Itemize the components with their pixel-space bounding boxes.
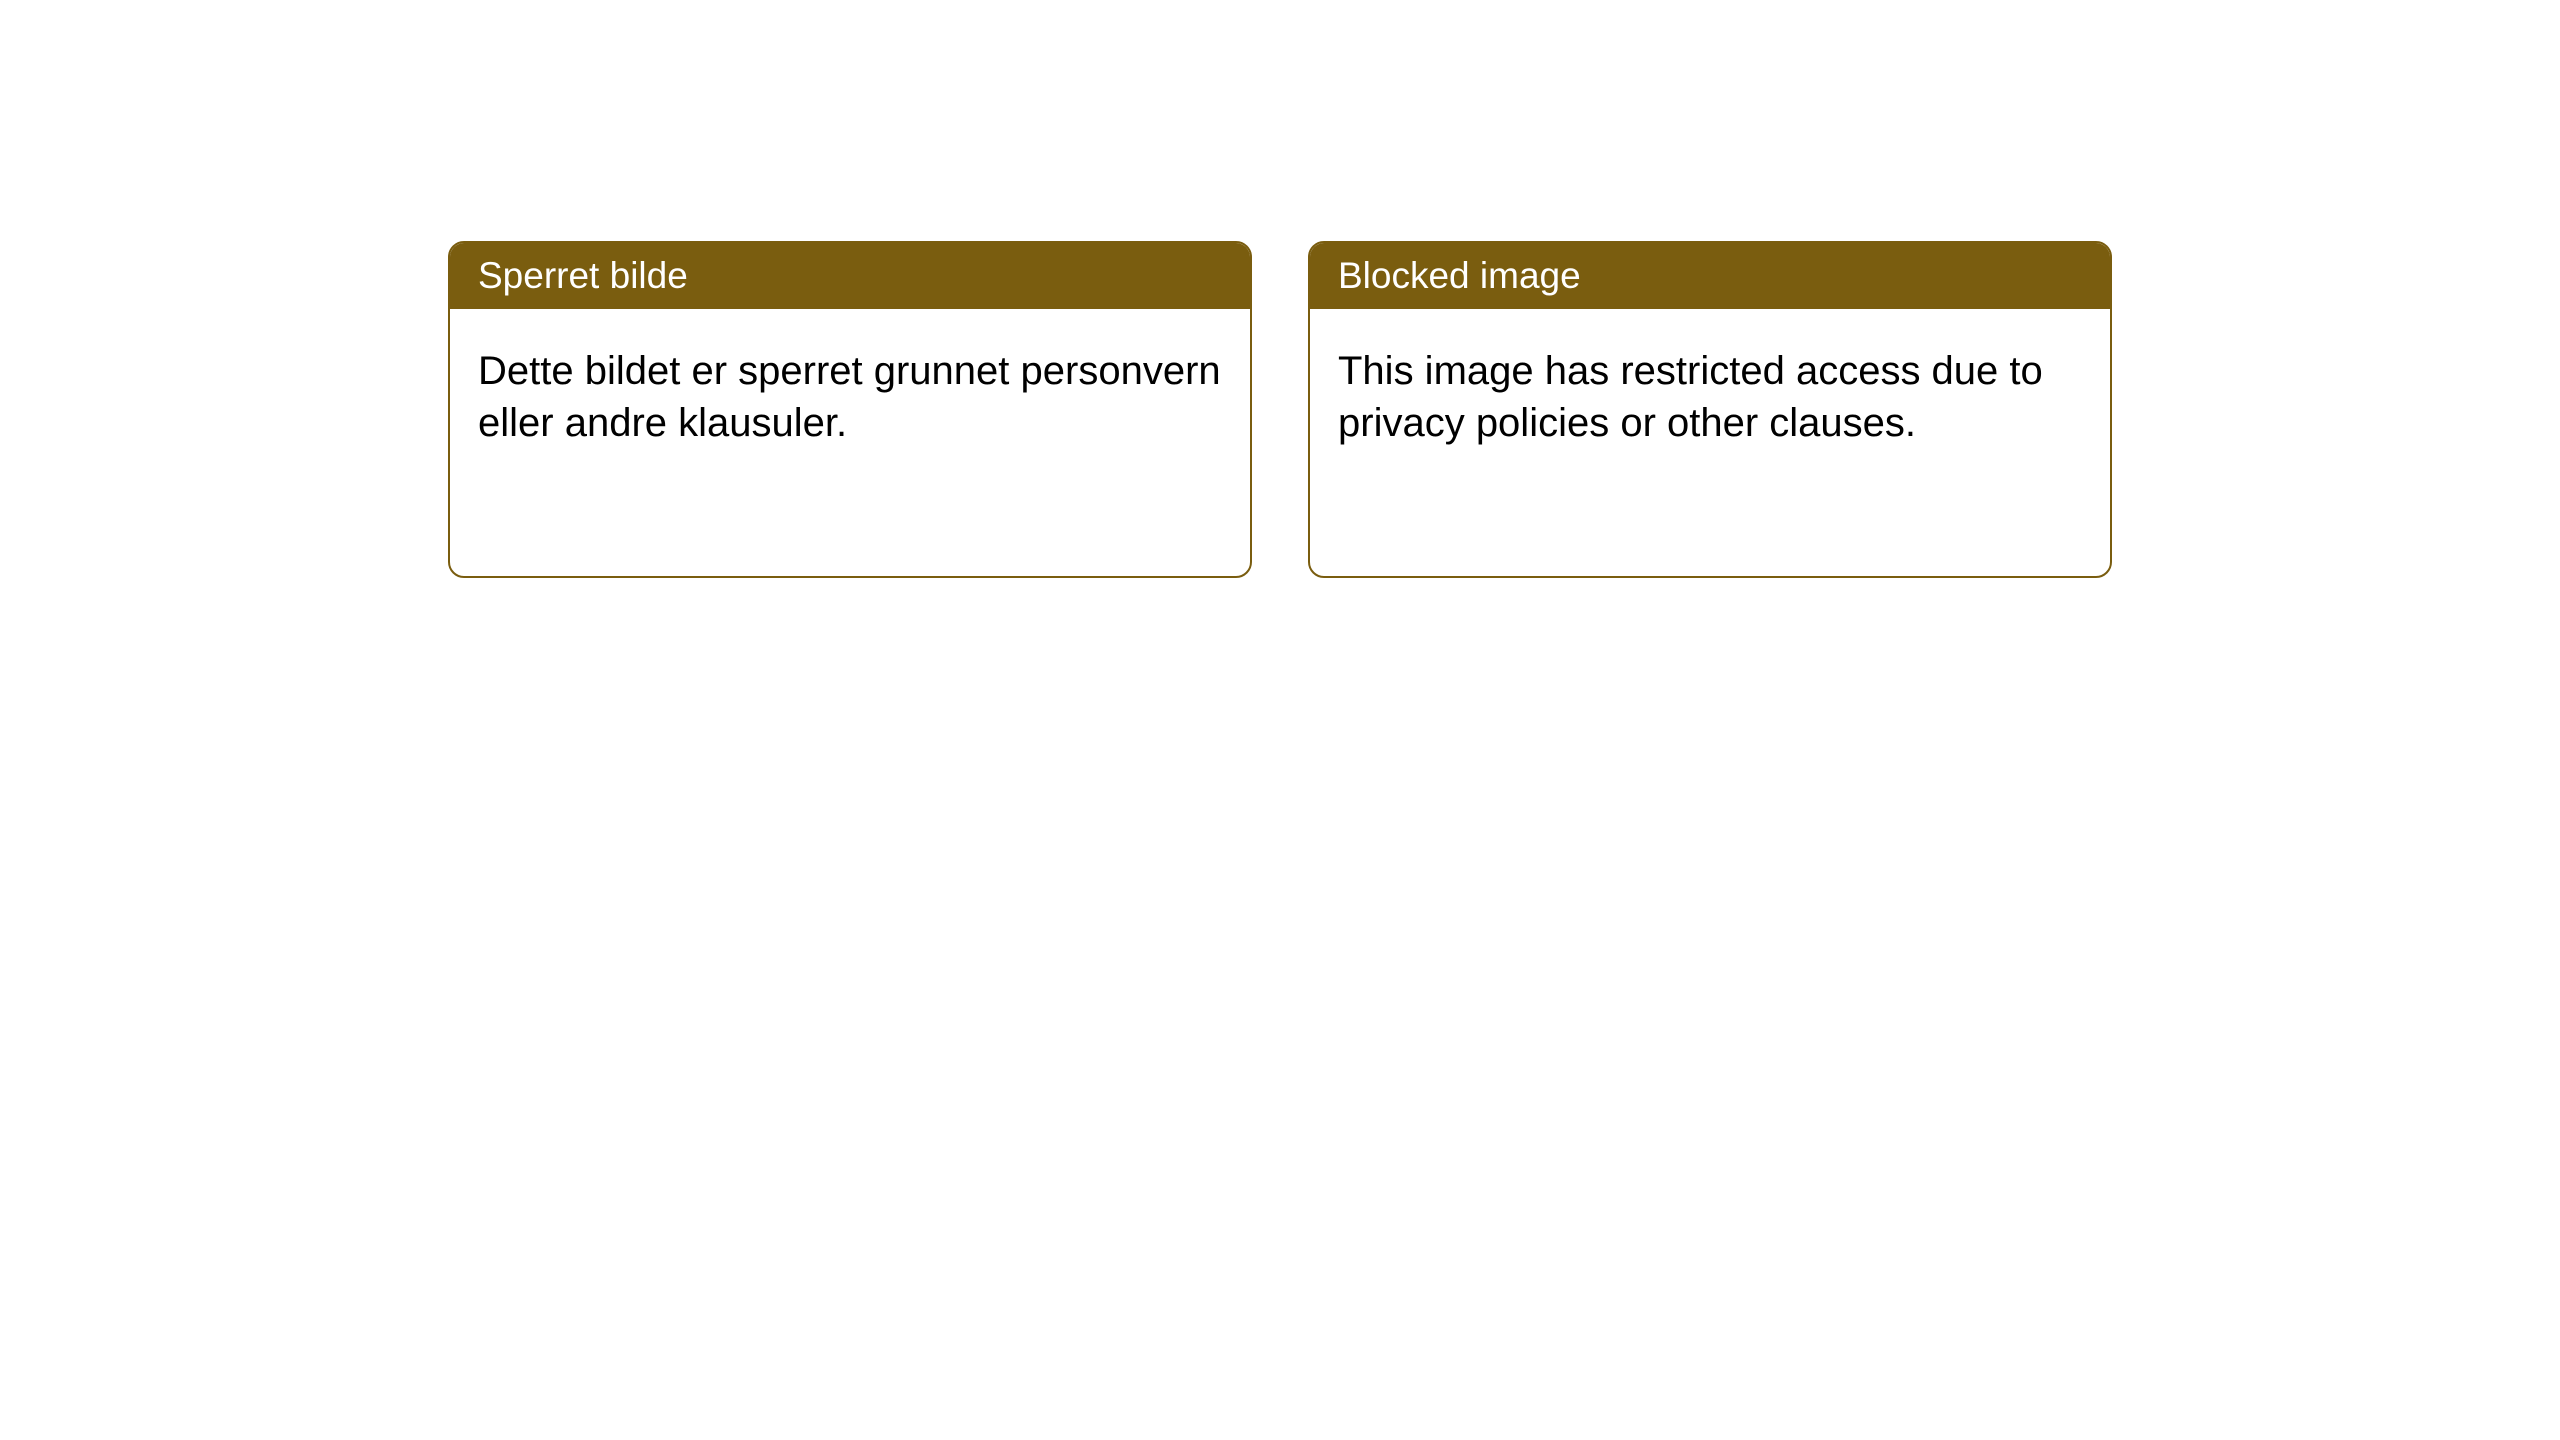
notice-box-norwegian: Sperret bilde Dette bildet er sperret gr… xyxy=(448,241,1252,578)
notice-container: Sperret bilde Dette bildet er sperret gr… xyxy=(0,0,2560,578)
notice-body: This image has restricted access due to … xyxy=(1310,309,2110,485)
notice-title: Blocked image xyxy=(1338,255,1581,296)
notice-body-text: This image has restricted access due to … xyxy=(1338,349,2043,445)
notice-title: Sperret bilde xyxy=(478,255,688,296)
notice-box-english: Blocked image This image has restricted … xyxy=(1308,241,2112,578)
notice-body-text: Dette bildet er sperret grunnet personve… xyxy=(478,349,1221,445)
notice-header: Blocked image xyxy=(1310,243,2110,309)
notice-body: Dette bildet er sperret grunnet personve… xyxy=(450,309,1250,485)
notice-header: Sperret bilde xyxy=(450,243,1250,309)
